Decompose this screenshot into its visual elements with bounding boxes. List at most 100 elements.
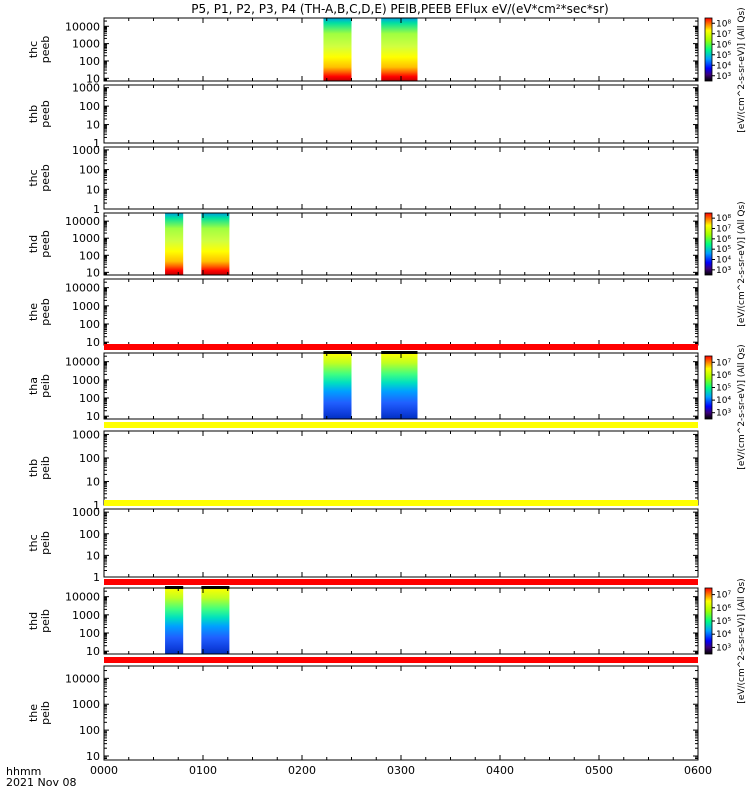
y-tick-label: 10000 [65, 282, 100, 295]
colorbar-tick-label: 10⁶ [716, 604, 731, 614]
colorbar-label: [eV/(cm^2-s-sr-eV)] (All Qs) [737, 344, 747, 469]
y-axis-label: thepeeb [27, 298, 52, 326]
panel-2: 1 10 100 1000 thbpeeb [27, 82, 699, 150]
colorbar-tick-label: 10⁶ [716, 235, 731, 245]
y-tick-label: 100 [79, 392, 100, 405]
y-tick-label: 10000 [65, 20, 100, 33]
y-tick-label: 100 [79, 55, 100, 68]
colorbar-tick-label: 10³ [716, 643, 731, 653]
y-tick-label: 100 [79, 249, 100, 262]
flag-bar [104, 344, 698, 350]
y-tick-label: 10 [86, 549, 100, 562]
y-tick-label: 100 [79, 627, 100, 640]
y-tick-label: 10 [86, 475, 100, 488]
x-tick-label: 0600 [684, 764, 712, 777]
x-tick-label: 0300 [387, 764, 415, 777]
colorbar-3: 10³ 10⁴ 10⁵ 10⁶ 10⁷ [eV/(cm^2-s-sr-eV)] (All … [704, 344, 747, 470]
colorbar-tick-label: 10⁵ [716, 617, 731, 627]
panel-7: 1 10 100 1000 thbpeib [27, 428, 699, 512]
y-tick-label: 100 [79, 164, 100, 177]
panel-5: 10 100 1000 10000 thepeeb [27, 278, 699, 349]
flag-bar [104, 579, 698, 585]
y-tick-label: 10 [86, 410, 100, 423]
data-block [165, 213, 184, 275]
colorbar-tick-label: 10⁴ [716, 630, 731, 640]
y-axis-label: thcpeeb [27, 36, 52, 64]
y-tick-label: 100 [79, 724, 100, 737]
y-tick-label: 1 [93, 499, 100, 512]
x-tick-label: 0200 [288, 764, 316, 777]
colorbar-tick-label: 10⁶ [716, 40, 731, 50]
y-tick-label: 1000 [72, 82, 100, 95]
colorbar-tick-label: 10⁷ [716, 358, 731, 368]
y-tick-label: 10000 [65, 356, 100, 369]
y-tick-label: 10000 [65, 672, 100, 685]
panel-frame [103, 212, 699, 276]
x-tick-label: 0400 [486, 764, 514, 777]
y-tick-label: 10 [86, 750, 100, 763]
colorbar-tick-label: 10⁴ [716, 61, 731, 71]
y-tick-label: 1000 [72, 300, 100, 313]
y-axis-label: thcpeib [27, 531, 52, 555]
colorbar-label: [eV/(cm^2-s-sr-eV)] (All Qs) [737, 7, 747, 132]
panel-frame [103, 84, 699, 144]
panel-frame [103, 665, 699, 761]
x-tick-label: 0000 [90, 764, 118, 777]
y-tick-label: 10 [86, 183, 100, 196]
panel-frame [103, 430, 699, 506]
x-tick-label: 0100 [189, 764, 217, 777]
panel-frame [103, 278, 699, 346]
panel-8: 1 10 100 1000 thcpeib [27, 506, 699, 584]
data-block [323, 18, 352, 81]
colorbar-tick-label: 10⁵ [716, 51, 731, 61]
panel-frame [103, 146, 699, 210]
x-axis-corner-label: hhmm [6, 765, 41, 778]
colorbar-tick-label: 10³ [716, 409, 731, 419]
panel-6: 10 100 1000 10000 thapeib [27, 351, 699, 423]
panel-frame [103, 508, 699, 578]
y-tick-label: 1000 [72, 232, 100, 245]
colorbar-tick-label: 10⁵ [716, 245, 731, 255]
colorbar-tick-label: 10⁸ [716, 214, 731, 224]
colorbar-tick-label: 10⁴ [716, 396, 731, 406]
x-tick-label: 0500 [585, 764, 613, 777]
y-tick-label: 10 [86, 336, 100, 349]
y-tick-label: 10000 [65, 591, 100, 604]
colorbar-tick-label: 10⁴ [716, 256, 731, 266]
colorbar-tick-label: 10⁶ [716, 371, 731, 381]
y-tick-label: 1 [93, 203, 100, 216]
y-axis-label: thbpeeb [27, 100, 52, 128]
y-tick-label: 10 [86, 72, 100, 85]
colorbar-gradient [704, 587, 713, 655]
y-tick-label: 10 [86, 119, 100, 132]
y-axis-label: thepeib [27, 701, 52, 725]
y-axis-label: thdpeib [27, 609, 52, 633]
y-tick-label: 1000 [72, 698, 100, 711]
panel-4: 10 100 1000 10000 thdpeeb [27, 212, 699, 279]
colorbar-gradient [704, 355, 713, 420]
panel-10: 10 100 1000 10000 thepeib [27, 665, 699, 763]
y-tick-label: 100 [79, 452, 100, 465]
y-axis-label: thapeib [27, 374, 52, 398]
y-tick-label: 1000 [72, 374, 100, 387]
flag-bar [104, 500, 698, 506]
colorbar-gradient [704, 212, 713, 276]
data-block [165, 588, 184, 654]
figure-title: P5, P1, P2, P3, P4 (TH-A,B,C,D,E) PEIB,P… [191, 2, 608, 16]
y-tick-label: 10 [86, 266, 100, 279]
colorbar-tick-label: 10³ [716, 266, 731, 276]
y-tick-label: 10000 [65, 215, 100, 228]
colorbar-label: [eV/(cm^2-s-sr-eV)] (All Qs) [737, 578, 747, 703]
y-tick-label: 1000 [72, 428, 100, 441]
y-tick-label: 1 [93, 137, 100, 150]
x-axis-date-label: 2021 Nov 08 [6, 776, 76, 789]
y-tick-label: 1 [93, 571, 100, 584]
panel-frame [103, 587, 699, 655]
panel-1: 10 100 1000 10000 thcpeeb [27, 17, 699, 85]
colorbar-tick-label: 10⁷ [716, 591, 731, 601]
flag-bar [104, 657, 698, 663]
y-tick-label: 1000 [72, 506, 100, 519]
